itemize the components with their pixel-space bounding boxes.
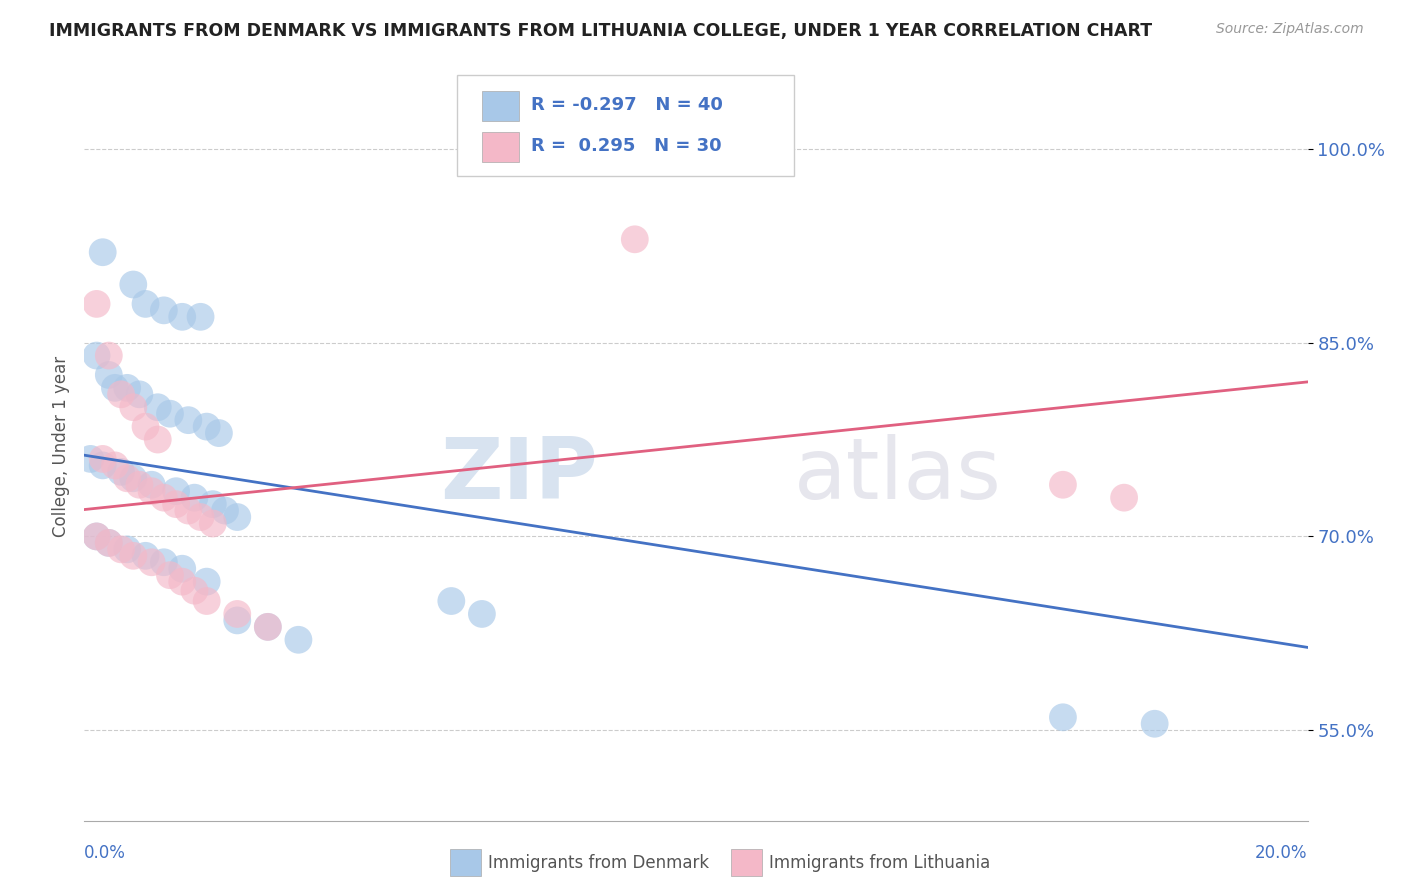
Point [177,503,200,517]
Point [146,401,169,415]
Point [115,381,138,395]
Point [257,620,280,634]
Point [177,413,200,427]
Point [122,401,145,415]
Point [115,542,138,557]
Point [1143,716,1166,731]
Y-axis label: College, Under 1 year: College, Under 1 year [52,355,70,537]
Point [97,536,120,550]
Point [122,277,145,292]
Point [172,574,194,589]
Point [471,607,494,621]
Point [1114,491,1136,505]
Point [190,310,212,324]
Point [153,555,176,569]
Point [110,465,132,479]
Text: R = -0.297   N = 40: R = -0.297 N = 40 [531,96,723,114]
FancyBboxPatch shape [482,91,519,121]
Point [128,477,150,491]
Point [172,310,194,324]
Text: atlas: atlas [794,434,1002,517]
Point [110,542,132,557]
Text: Immigrants from Denmark: Immigrants from Denmark [488,854,709,871]
Point [440,594,463,608]
Point [257,620,280,634]
Point [183,491,205,505]
Point [159,568,181,582]
Point [97,349,120,363]
Point [159,407,181,421]
Point [91,451,114,466]
Point [208,426,231,441]
Text: 0.0%: 0.0% [84,844,127,862]
Point [97,368,120,382]
Point [141,555,163,569]
Point [214,503,236,517]
Point [122,471,145,485]
Point [104,458,127,473]
FancyBboxPatch shape [457,75,794,177]
Point [201,497,224,511]
Point [1052,477,1074,491]
Point [226,607,249,621]
Point [165,497,187,511]
Text: Source: ZipAtlas.com: Source: ZipAtlas.com [1216,22,1364,37]
Point [86,529,108,543]
Point [86,349,108,363]
Point [195,594,218,608]
Text: Immigrants from Lithuania: Immigrants from Lithuania [769,854,990,871]
Point [115,471,138,485]
Point [135,297,157,311]
Point [128,387,150,401]
Point [153,491,176,505]
Point [86,297,108,311]
Point [97,536,120,550]
Point [190,510,212,524]
Point [135,549,157,563]
Point [110,387,132,401]
Point [91,245,114,260]
Point [287,632,309,647]
Point [91,458,114,473]
Point [172,562,194,576]
Text: ZIP: ZIP [440,434,598,517]
Point [624,232,647,246]
Point [153,303,176,318]
Point [195,574,218,589]
Point [165,484,187,499]
Point [201,516,224,531]
Point [79,451,101,466]
Point [86,529,108,543]
Point [104,381,127,395]
Point [135,419,157,434]
Point [195,419,218,434]
Point [183,583,205,598]
Point [1052,710,1074,724]
Point [146,433,169,447]
Text: 20.0%: 20.0% [1256,844,1308,862]
Point [141,484,163,499]
Point [141,477,163,491]
Text: IMMIGRANTS FROM DENMARK VS IMMIGRANTS FROM LITHUANIA COLLEGE, UNDER 1 YEAR CORRE: IMMIGRANTS FROM DENMARK VS IMMIGRANTS FR… [49,22,1153,40]
Text: R =  0.295   N = 30: R = 0.295 N = 30 [531,136,721,154]
FancyBboxPatch shape [482,132,519,161]
Point [122,549,145,563]
Point [226,510,249,524]
Point [226,614,249,628]
